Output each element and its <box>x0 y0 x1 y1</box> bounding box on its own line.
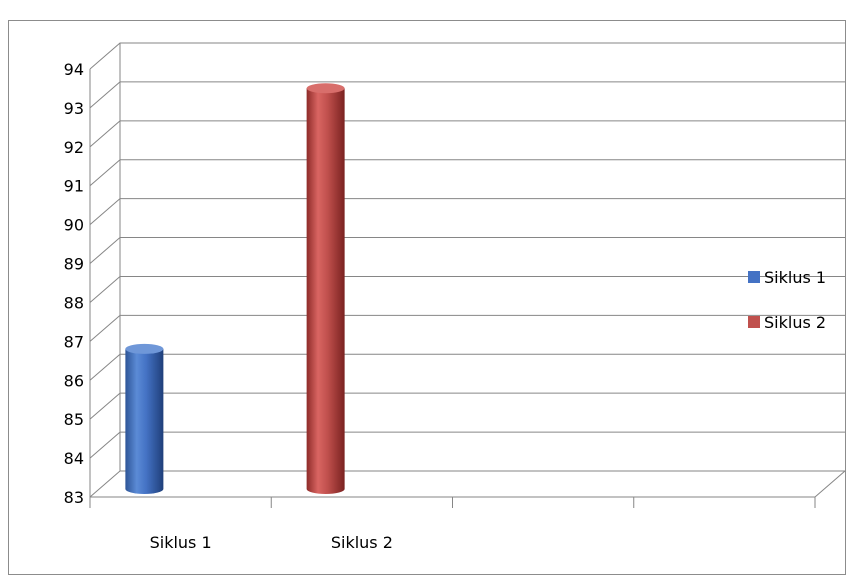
gridline <box>89 353 845 381</box>
y-tick-label: 84 <box>64 449 84 468</box>
legend-label: Siklus 1 <box>764 268 826 287</box>
bar-siklus-2 <box>306 88 345 495</box>
gridline <box>89 237 845 264</box>
x-tick-label: Siklus 2 <box>331 533 393 552</box>
bar-siklus-1 <box>125 348 164 494</box>
y-tick-label: 88 <box>64 293 84 312</box>
legend-swatch <box>748 271 760 283</box>
y-tick-label: 86 <box>64 371 84 390</box>
gridline <box>89 392 845 420</box>
gridline <box>89 470 845 498</box>
y-tick-label: 91 <box>64 177 84 196</box>
floor-right-edge <box>814 470 846 498</box>
legend-label: Siklus 2 <box>764 313 826 332</box>
gridline <box>89 314 845 342</box>
y-tick-label: 94 <box>64 60 84 79</box>
y-tick-label: 90 <box>64 216 84 235</box>
y-axis-ticks: 83 84 85 86 87 88 89 90 91 92 93 94 <box>64 60 84 507</box>
gridline <box>89 120 845 148</box>
x-tick-label: Siklus 1 <box>150 533 212 552</box>
y-tick-label: 89 <box>64 255 84 274</box>
gridline <box>89 159 845 187</box>
y-tick-label: 83 <box>64 488 84 507</box>
y-tick-label: 92 <box>64 138 84 157</box>
legend-swatch <box>748 316 760 328</box>
y-tick-label: 85 <box>64 410 84 429</box>
x-axis-labels: Siklus 1 Siklus 2 <box>150 533 393 552</box>
gridline <box>89 42 845 70</box>
gridline <box>89 275 845 303</box>
bars <box>125 83 345 495</box>
gridline <box>89 198 845 226</box>
bar-top-cap <box>306 83 345 94</box>
y-tick-label: 87 <box>64 332 84 351</box>
gridline <box>89 431 845 459</box>
bar-top-cap <box>125 343 164 354</box>
grid-layer <box>89 42 846 508</box>
legend: Siklus 1 Siklus 2 <box>748 268 826 332</box>
y-tick-label: 93 <box>64 99 84 118</box>
gridline <box>89 81 845 109</box>
